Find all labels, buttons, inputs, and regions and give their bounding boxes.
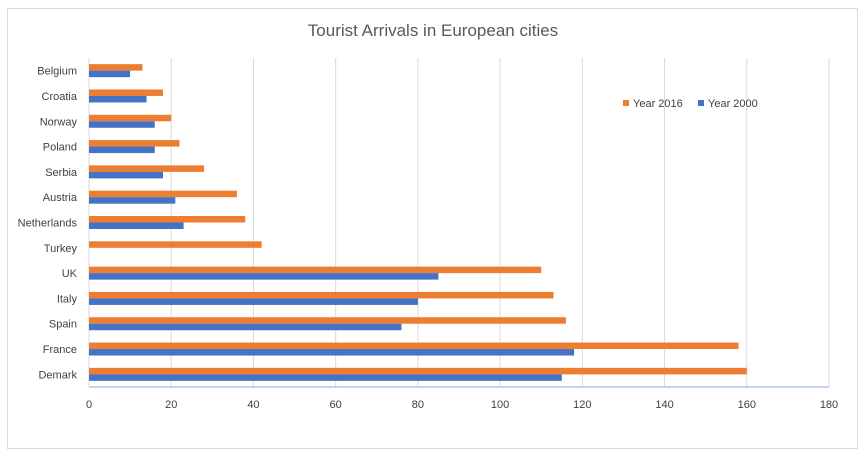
x-tick-label-120: 120	[573, 399, 591, 411]
category-label-austria: Austria	[43, 192, 78, 204]
category-label-belgium: Belgium	[37, 66, 77, 78]
legend-label-year-2016: Year 2016	[633, 98, 683, 110]
category-labels: Belgium Croatia Norway Poland Serbia Austria N…	[18, 66, 78, 382]
category-label-serbia: Serbia	[45, 167, 78, 179]
category-label-poland: Poland	[43, 142, 77, 154]
x-tick-label-20: 20	[165, 399, 177, 411]
x-tick-label-60: 60	[330, 399, 342, 411]
bar-year-2000-france	[89, 349, 575, 356]
bar-year-2016-serbia	[89, 165, 205, 172]
bar-year-2016-italy	[89, 291, 554, 299]
bar-year-2000-austria	[89, 197, 176, 204]
x-tick-label-100: 100	[491, 399, 509, 411]
bar-year-2016-croatia	[89, 89, 163, 96]
legend-label-year-2000: Year 2000	[708, 98, 758, 110]
bar-year-2016-demark	[89, 367, 747, 375]
bar-year-2016-france	[89, 342, 739, 350]
category-label-netherlands: Netherlands	[18, 218, 78, 230]
bar-year-2000-spain	[89, 323, 402, 331]
bar-year-2016-turkey	[89, 241, 262, 248]
x-tick-label-180: 180	[820, 399, 838, 411]
x-tick-label-160: 160	[738, 399, 756, 411]
bar-year-2000-croatia	[89, 95, 147, 103]
bar-year-2000-uk	[89, 273, 439, 280]
legend-swatch-year-2000	[698, 100, 704, 106]
x-tick-label-40: 40	[247, 399, 259, 411]
category-label-spain: Spain	[49, 319, 77, 331]
bar-year-2016-netherlands	[89, 216, 246, 223]
bar-year-2000-italy	[89, 298, 418, 305]
category-label-uk: UK	[62, 268, 78, 280]
bar-year-2016-austria	[89, 190, 237, 198]
category-label-turkey: Turkey	[44, 243, 78, 255]
bar-year-2000-norway	[89, 121, 155, 128]
bar-year-2000-serbia	[89, 171, 163, 179]
legend: Year 2016 Year 2000	[623, 98, 758, 110]
x-tick-label-140: 140	[655, 399, 673, 411]
category-label-france: France	[43, 344, 77, 356]
bar-year-2000-demark	[89, 374, 562, 381]
bar-year-2016-poland	[89, 140, 180, 147]
bar-year-2016-spain	[89, 317, 566, 324]
bar-year-2016-belgium	[89, 64, 143, 71]
gridlines	[88, 58, 830, 388]
category-label-italy: Italy	[57, 293, 78, 305]
tick-labels: 0 20 40 60 80 100 120 140 160 180	[86, 399, 838, 411]
bar-year-2000-belgium	[89, 70, 131, 78]
bar-year-2016-uk	[89, 266, 542, 274]
bar-year-2000-netherlands	[89, 222, 184, 229]
chart-title: Tourist Arrivals in European cities	[308, 21, 558, 40]
category-label-demark: Demark	[38, 369, 77, 381]
category-label-croatia: Croatia	[42, 91, 78, 103]
category-label-norway: Norway	[40, 116, 78, 128]
bars	[89, 64, 747, 381]
x-tick-label-0: 0	[86, 399, 92, 411]
legend-swatch-year-2016	[623, 100, 629, 106]
bar-year-2016-norway	[89, 114, 172, 122]
x-tick-label-80: 80	[412, 399, 424, 411]
bar-year-2000-poland	[89, 146, 155, 154]
